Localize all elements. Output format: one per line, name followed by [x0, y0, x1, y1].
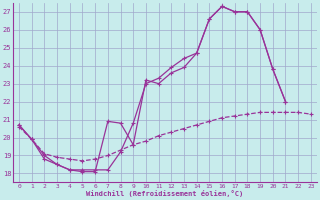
X-axis label: Windchill (Refroidissement éolien,°C): Windchill (Refroidissement éolien,°C)	[86, 190, 244, 197]
